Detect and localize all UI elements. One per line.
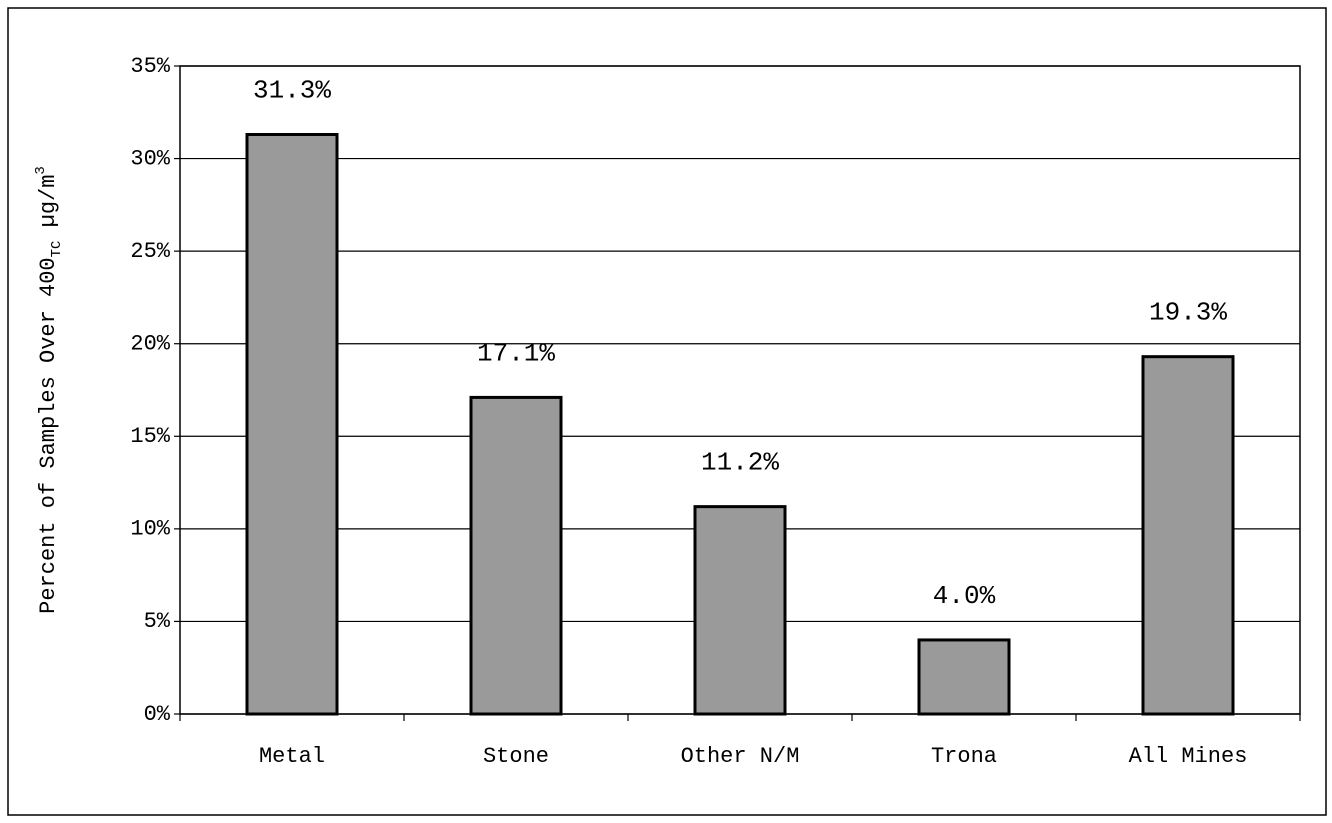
y-tick-label: 10% <box>130 517 170 542</box>
y-label-main: Percent of Samples Over 400 <box>36 257 61 613</box>
bar <box>917 638 1011 716</box>
y-tick-label: 25% <box>130 239 170 264</box>
y-tick-label: 0% <box>144 702 171 727</box>
value-label: 31.3% <box>253 75 331 105</box>
y-tick-label: 5% <box>144 609 171 634</box>
y-tick-label: 35% <box>130 54 170 79</box>
bar <box>245 133 339 716</box>
x-tick-label: Metal <box>259 744 325 769</box>
y-tick-label: 30% <box>130 146 170 171</box>
value-label: 11.2% <box>701 448 779 478</box>
value-label: 4.0% <box>933 581 996 611</box>
bar <box>1141 355 1235 716</box>
x-tick-label: Trona <box>931 744 997 769</box>
outer-frame <box>7 7 1327 816</box>
y-axis-label: Percent of Samples Over 400TC µg/m3 <box>33 166 65 614</box>
y-label-sup: 3 <box>33 166 49 174</box>
x-tick-label: Stone <box>483 744 549 769</box>
x-tick-label: Other N/M <box>681 744 800 769</box>
y-tick-label: 20% <box>130 332 170 357</box>
value-label: 17.1% <box>477 338 555 368</box>
value-label: 19.3% <box>1149 298 1227 328</box>
bar <box>469 395 563 716</box>
y-tick-label: 15% <box>130 424 170 449</box>
x-tick-label: All Mines <box>1129 744 1248 769</box>
y-label-sub: TC <box>49 241 65 258</box>
y-label-unit: µg/m <box>36 175 61 241</box>
bar <box>693 505 787 716</box>
